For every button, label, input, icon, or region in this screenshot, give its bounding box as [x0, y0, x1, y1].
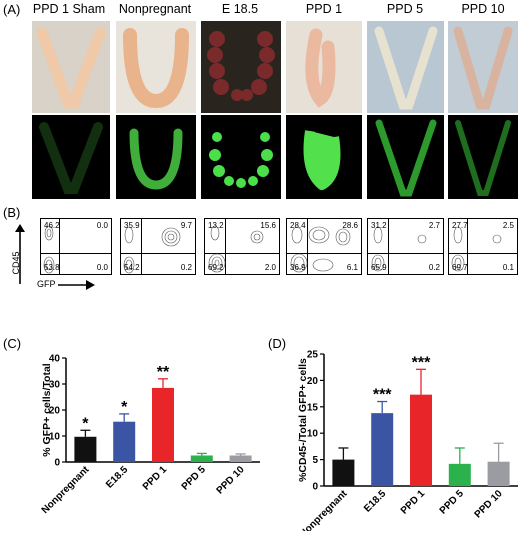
- x-category-label: PPD 1: [399, 488, 428, 517]
- quadrant-value-ur: 2.5: [502, 221, 514, 230]
- gfp-fluorescence-image: [32, 115, 110, 199]
- cd45-negative-percentage-bar-chart: 0 5 10 15 20 25%CD45-/Total GFP+ cells Nonpreg…: [297, 350, 518, 531]
- uterus-photo: [32, 21, 110, 113]
- quadrant-value-lr: 0.0: [96, 263, 108, 272]
- x-category-label: PPD 5: [438, 488, 467, 517]
- quadrant-value-ll: 36.9: [290, 263, 306, 272]
- y-axis-title: %CD45-/Total GFP+ cells: [297, 358, 309, 482]
- cd45-axis-arrow: [15, 224, 25, 284]
- y-tick-label: 10: [49, 432, 61, 443]
- significance-marker: *: [121, 399, 128, 416]
- gfp-fluorescence-image: [201, 115, 281, 199]
- quadrant-value-ur: 9.7: [180, 221, 192, 230]
- quadrant-value-ul: 46.2: [44, 221, 60, 230]
- x-category-label: E18.5: [362, 488, 389, 515]
- quadrant-value-ur: 15.6: [260, 221, 276, 230]
- quadrant-value-ll: 54.2: [124, 263, 140, 272]
- panel-d-label: (D): [268, 336, 287, 351]
- x-category-label: Nonpregnant: [298, 488, 350, 531]
- bar: [229, 455, 252, 462]
- quadrant-value-ll: 65.9: [371, 263, 387, 272]
- flow-cytometry-plot: 46.2 0.0 53.8 0.0: [40, 218, 112, 275]
- y-tick-label: 0: [312, 482, 318, 493]
- x-category-label: PPD 10: [215, 464, 247, 496]
- panel-b-label: (B): [3, 205, 21, 220]
- y-tick-label: 40: [49, 354, 61, 365]
- uterus-photo: [448, 21, 518, 113]
- uterus-photo: [201, 21, 281, 113]
- panel-a-label: (A): [3, 2, 21, 17]
- y-axis-title: % GFP+ cells/Total: [41, 363, 53, 457]
- quadrant-value-lr: 0.2: [180, 263, 192, 272]
- gfp-axis-arrow: [58, 280, 95, 290]
- bar: [448, 463, 471, 486]
- bar: [113, 421, 136, 462]
- significance-marker: **: [157, 364, 170, 381]
- uterus-photo: [286, 21, 362, 113]
- x-category-label: E18.5: [104, 464, 131, 491]
- quadrant-value-ur: 28.6: [342, 221, 358, 230]
- bar: [190, 455, 213, 462]
- bar: [332, 459, 355, 486]
- y-tick-label: 5: [312, 455, 318, 466]
- bar: [152, 387, 174, 462]
- significance-marker: ***: [373, 387, 392, 404]
- flow-cytometry-plot: 13.2 15.6 69.2 2.0: [204, 218, 280, 275]
- flow-cytometry-plot: 28.4 28.6 36.9 6.1: [286, 218, 362, 275]
- quadrant-value-ll: 69.7: [452, 263, 468, 272]
- uterus-photo: [116, 21, 196, 113]
- quadrant-value-lr: 0.2: [428, 263, 440, 272]
- gfp-axis-label: GFP: [37, 279, 56, 289]
- column-title: PPD 1 Sham: [32, 2, 106, 16]
- y-tick-label: 30: [49, 380, 61, 391]
- column-title: PPD 1: [305, 2, 343, 16]
- panel-c-label: (C): [3, 336, 22, 351]
- x-category-label: PPD 5: [180, 464, 209, 493]
- quadrant-value-ul: 31.2: [371, 221, 387, 230]
- flow-cytometry-plot: 27.7 2.5 69.7 0.1: [448, 218, 518, 275]
- quadrant-value-lr: 6.1: [346, 263, 358, 272]
- bar: [74, 436, 97, 462]
- y-tick-label: 20: [49, 406, 61, 417]
- quadrant-value-ul: 35.9: [124, 221, 140, 230]
- column-title: PPD 5: [386, 2, 424, 16]
- gfp-fluorescence-image: [286, 115, 362, 199]
- gfp-fluorescence-image: [116, 115, 196, 199]
- x-category-label: PPD 1: [141, 464, 170, 493]
- quadrant-value-ul: 13.2: [208, 221, 224, 230]
- significance-marker: ***: [412, 354, 431, 371]
- bar: [487, 461, 510, 486]
- column-title: E 18.5: [221, 2, 259, 16]
- quadrant-value-ul: 27.7: [452, 221, 468, 230]
- gfp-fluorescence-image: [448, 115, 518, 199]
- x-category-label: Nonpregnant: [40, 464, 92, 516]
- bar: [410, 394, 432, 486]
- significance-marker: *: [82, 415, 89, 432]
- quadrant-value-ul: 28.4: [290, 221, 306, 230]
- quadrant-value-ur: 2.7: [428, 221, 440, 230]
- uterus-photo: [367, 21, 444, 113]
- y-tick-label: 10: [307, 429, 319, 440]
- bar: [371, 413, 394, 486]
- y-tick-label: 0: [54, 458, 60, 469]
- column-title: Nonpregnant: [118, 2, 192, 16]
- flow-cytometry-plot: 35.9 9.7 54.2 0.2: [120, 218, 196, 275]
- quadrant-value-ur: 0.0: [96, 221, 108, 230]
- quadrant-value-ll: 69.2: [208, 263, 224, 272]
- x-category-label: PPD 10: [473, 488, 505, 520]
- column-title: PPD 10: [461, 2, 505, 16]
- y-tick-label: 20: [307, 376, 319, 387]
- flow-cytometry-plot: 31.2 2.7 65.9 0.2: [367, 218, 444, 275]
- y-tick-label: 25: [307, 350, 319, 361]
- quadrant-value-ll: 53.8: [44, 263, 60, 272]
- gfp-fluorescence-image: [367, 115, 444, 199]
- cd45-axis-label: CD45: [11, 251, 21, 275]
- quadrant-value-lr: 0.1: [502, 263, 514, 272]
- y-tick-label: 15: [307, 402, 319, 413]
- gfp-percentage-bar-chart: 0 10 20 30 40% GFP+ cells/Total * Nonpregnant *…: [40, 354, 260, 516]
- quadrant-value-lr: 2.0: [264, 263, 276, 272]
